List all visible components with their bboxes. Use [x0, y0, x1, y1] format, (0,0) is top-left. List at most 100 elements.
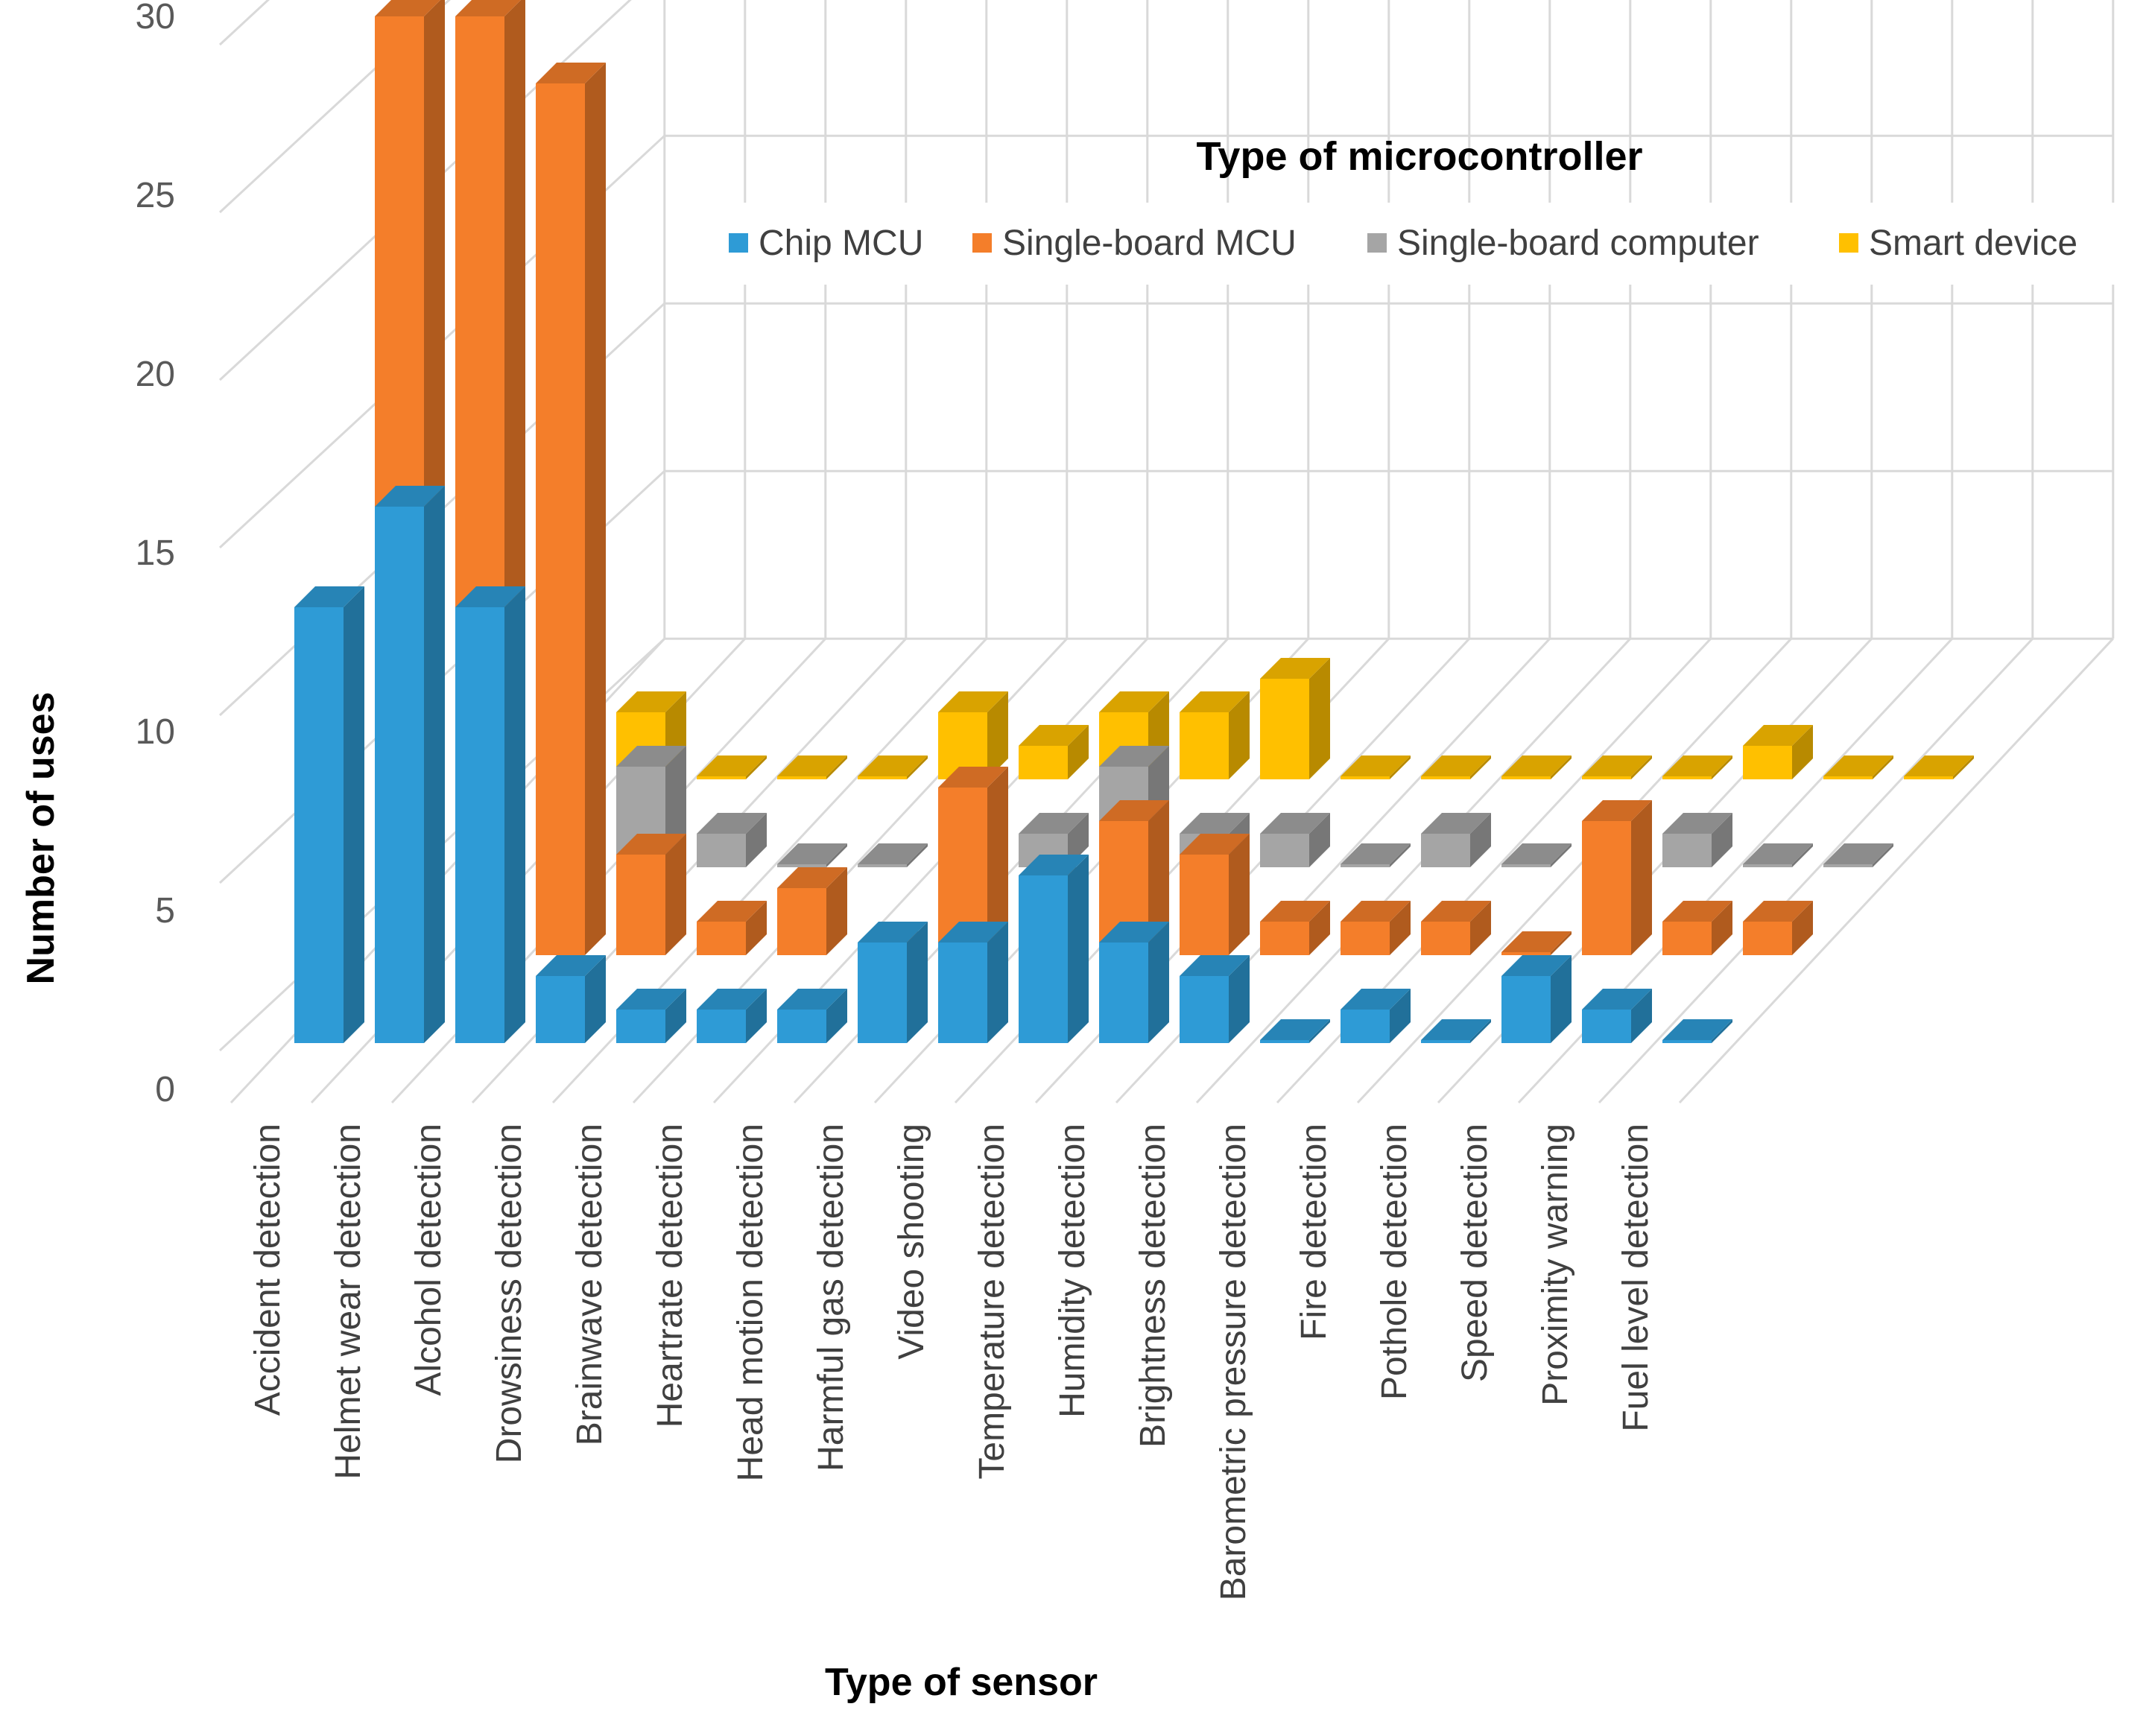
bar: [1260, 813, 1330, 867]
legend-swatch: [972, 233, 992, 253]
bar: [1421, 813, 1491, 867]
bar: [1582, 755, 1652, 779]
x-tick-label: Pothole detection: [1375, 1124, 1414, 1400]
legend-item: Single-board computer: [1367, 224, 1759, 263]
legend-box: [700, 203, 2116, 285]
bar: [1260, 901, 1330, 955]
bar: [938, 922, 1008, 1043]
y-tick-label: 25: [136, 176, 175, 215]
bar: [777, 989, 847, 1043]
bar: [777, 755, 847, 779]
floor-gridline: [1598, 638, 2034, 1104]
bar: [697, 813, 767, 867]
bar: [1019, 855, 1089, 1043]
bar: [1180, 834, 1250, 955]
x-tick-labels: Accident detection Helmet wear detection A…: [248, 1124, 1656, 1600]
bar: [1341, 989, 1411, 1043]
bar: [938, 691, 1008, 779]
bar: [616, 989, 686, 1043]
y-axis-title: Number of uses: [19, 692, 63, 985]
x-tick-label: Barometric pressure detection: [1214, 1124, 1253, 1600]
bar: [1421, 755, 1491, 779]
legend-label: Smart device: [1869, 224, 2077, 263]
bar: [858, 755, 928, 779]
bar: [1180, 691, 1250, 779]
x-tick-label: Video shooting: [892, 1124, 931, 1360]
bar: [697, 901, 767, 955]
bar: [697, 989, 767, 1043]
bar: [1662, 1019, 1732, 1043]
legend-label: Single-board MCU: [1002, 224, 1297, 263]
x-tick-label: Proximity warning: [1536, 1124, 1575, 1406]
y-tick-label: 15: [136, 533, 175, 573]
legend-swatch: [729, 233, 748, 253]
bar: [1501, 931, 1572, 955]
x-tick-label: Temperature detection: [972, 1124, 1012, 1480]
x-tick-label: Head motion detection: [731, 1124, 770, 1481]
bar: [1099, 922, 1169, 1043]
bar: [1582, 989, 1652, 1043]
bar: [1582, 800, 1652, 955]
y-tick-label: 10: [136, 712, 175, 752]
y-tick-label: 30: [136, 0, 175, 37]
bar: [1501, 955, 1572, 1043]
bar: [1743, 843, 1813, 867]
bar: [375, 486, 445, 1043]
x-tick-label: Fire detection: [1294, 1124, 1334, 1340]
legend-item: Chip MCU: [729, 224, 923, 263]
y-tick-labels: 0 5 10 15 20 25 30: [136, 0, 175, 1109]
bar: [294, 586, 364, 1043]
bar: [1662, 813, 1732, 867]
x-tick-label: Helmet wear detection: [329, 1124, 368, 1480]
x-tick-label: Humidity detection: [1053, 1124, 1092, 1418]
y-tick-label: 0: [155, 1070, 175, 1109]
bar: [1341, 843, 1411, 867]
bar: [777, 867, 847, 955]
x-tick-label: Alcohol detection: [409, 1124, 449, 1396]
bar: [1019, 725, 1089, 779]
bar: [1662, 755, 1732, 779]
x-tick-label: Accident detection: [248, 1124, 288, 1416]
bar: [1743, 725, 1813, 779]
legend: Type of microcontroller Chip MCU Single-b…: [700, 134, 2116, 285]
x-tick-label: Heartrate detection: [651, 1124, 690, 1428]
floor-gridline: [1678, 638, 2114, 1104]
x-tick-label: Speed detection: [1455, 1124, 1495, 1382]
y-tick-label: 20: [136, 355, 175, 394]
legend-title: Type of microcontroller: [1196, 134, 1642, 179]
bar: [697, 755, 767, 779]
chart-bars: [294, 0, 1974, 1043]
bar: [1421, 901, 1491, 955]
bar: [1823, 755, 1893, 779]
bar: [1662, 901, 1732, 955]
x-tick-label: Brightness detection: [1133, 1124, 1173, 1448]
x-tick-label: Drowsiness detection: [490, 1124, 529, 1463]
legend-label: Single-board computer: [1397, 224, 1759, 263]
x-tick-label: Fuel level detection: [1616, 1124, 1656, 1432]
bar: [777, 843, 847, 867]
bar: [1260, 658, 1330, 779]
bar: [858, 922, 928, 1043]
bar: [1180, 955, 1250, 1043]
legend-item: Smart device: [1839, 224, 2077, 263]
bar: [1501, 843, 1572, 867]
legend-label: Chip MCU: [759, 224, 923, 263]
floor-gridline: [1195, 638, 1631, 1104]
x-tick-label: Brainwave detection: [570, 1124, 610, 1445]
floor-gridline: [1356, 638, 1792, 1104]
bar: [1904, 755, 1974, 779]
bar: [1341, 755, 1411, 779]
y-tick-label: 5: [155, 891, 175, 931]
x-tick-label: Harmful gas detection: [811, 1124, 851, 1472]
bar: [1823, 843, 1893, 867]
legend-item: Single-board MCU: [972, 224, 1297, 263]
legend-swatch: [1367, 233, 1387, 253]
bar: [536, 955, 606, 1043]
bar: [1743, 901, 1813, 955]
bar: [536, 63, 606, 955]
bar: [858, 843, 928, 867]
bar: [616, 834, 686, 955]
bar: [1341, 901, 1411, 955]
